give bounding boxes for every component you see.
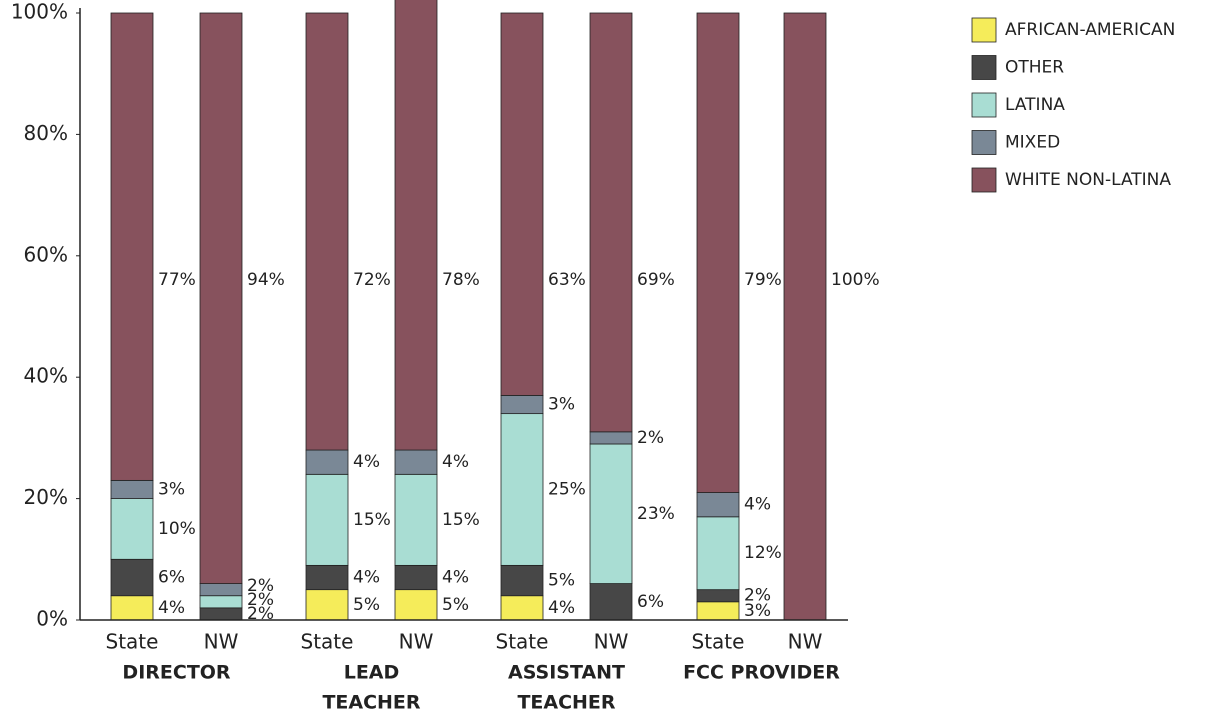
value-label: 3% [744, 601, 771, 621]
bar-segment [500, 413, 544, 566]
bar-segment [110, 595, 154, 621]
bar-segment [589, 431, 633, 445]
bar-segment [500, 595, 544, 621]
bar-segment [305, 473, 349, 566]
bar-segment [500, 395, 544, 415]
value-label: 100% [831, 270, 880, 290]
legend-label: AFRICAN-AMERICAN [1005, 20, 1175, 40]
legend-label: MIXED [1005, 133, 1060, 153]
value-label: 79% [744, 270, 782, 290]
value-label: 25% [548, 479, 586, 499]
value-label: 12% [744, 543, 782, 563]
bar-segment [110, 558, 154, 597]
group-label: LEAD [344, 662, 400, 684]
bar-segment [199, 607, 243, 621]
x-tick-label: NW [594, 630, 629, 654]
bar-segment [199, 595, 243, 609]
legend-label: LATINA [1005, 95, 1065, 115]
x-tick-label: NW [399, 630, 434, 654]
value-label: 4% [353, 452, 380, 472]
x-tick-label: State [692, 630, 745, 654]
y-tick-label: 40% [24, 364, 68, 388]
value-label: 77% [158, 270, 196, 290]
legend-swatch [971, 92, 997, 118]
x-tick-label: State [301, 630, 354, 654]
value-label: 4% [442, 452, 469, 472]
bar-segment [696, 492, 740, 518]
value-label: 15% [353, 510, 391, 530]
value-label: 6% [158, 568, 185, 588]
bar-segment [199, 12, 243, 584]
bar-segment [394, 564, 438, 591]
bar-segment [110, 12, 154, 481]
bar-segment [394, 589, 438, 621]
value-label: 69% [637, 270, 675, 290]
value-label: 10% [158, 519, 196, 539]
bar-segment [394, 0, 438, 451]
y-tick-label: 60% [24, 242, 68, 266]
value-label: 4% [158, 598, 185, 618]
group-label: DIRECTOR [122, 662, 231, 684]
value-label: 94% [247, 270, 285, 290]
value-label: 4% [744, 495, 771, 515]
bar-segment [500, 564, 544, 597]
value-label: 2% [744, 586, 771, 606]
group-label: FCC PROVIDER [683, 662, 840, 684]
bar-segment [305, 564, 349, 591]
group-label: TEACHER [517, 692, 615, 714]
bar-segment [305, 449, 349, 475]
legend-swatch [971, 130, 997, 155]
bar-segment [696, 589, 740, 603]
value-label: 15% [442, 510, 480, 530]
bar-segment [696, 12, 740, 493]
y-tick-label: 0% [36, 607, 68, 631]
bar-segment [305, 12, 349, 451]
value-label: 3% [158, 479, 185, 499]
bar-segment [110, 479, 154, 500]
legend-swatch [971, 55, 997, 80]
value-label: 2% [247, 590, 274, 610]
bar-segment [783, 12, 827, 621]
value-label: 2% [247, 604, 274, 624]
value-label: 78% [442, 270, 480, 290]
value-label: 5% [442, 595, 469, 615]
x-tick-label: State [106, 630, 159, 654]
bar-segment [589, 12, 633, 433]
value-label: 4% [442, 568, 469, 588]
bar-segment [696, 516, 740, 591]
bar-segment [696, 601, 740, 621]
value-label: 5% [353, 595, 380, 615]
value-label: 5% [548, 571, 575, 591]
value-label: 23% [637, 504, 675, 524]
y-tick-label: 100% [11, 0, 68, 24]
x-tick-label: NW [788, 630, 823, 654]
legend-label: OTHER [1005, 58, 1064, 78]
y-tick-label: 20% [24, 485, 68, 509]
value-label: 72% [353, 270, 391, 290]
x-tick-label: NW [204, 630, 239, 654]
value-label: 4% [353, 568, 380, 588]
bar-segment [199, 583, 243, 597]
legend-swatch [971, 17, 997, 43]
legend-swatch [971, 167, 997, 193]
bar-segment [500, 12, 544, 396]
x-tick-label: State [496, 630, 549, 654]
value-label: 3% [548, 395, 575, 415]
y-tick-label: 80% [24, 121, 68, 145]
value-label: 6% [637, 592, 664, 612]
value-label: 2% [637, 428, 664, 448]
legend-label: WHITE NON-LATINA [1005, 170, 1171, 190]
value-label: 4% [548, 598, 575, 618]
value-label: 2% [247, 576, 274, 596]
group-label: ASSISTANT [508, 662, 625, 684]
bar-segment [589, 443, 633, 584]
value-label: 63% [548, 270, 586, 290]
group-label: TEACHER [322, 692, 420, 714]
bar-segment [394, 473, 438, 566]
bar-segment [394, 449, 438, 475]
bar-segment [305, 589, 349, 621]
bar-segment [589, 583, 633, 621]
bar-segment [110, 498, 154, 560]
